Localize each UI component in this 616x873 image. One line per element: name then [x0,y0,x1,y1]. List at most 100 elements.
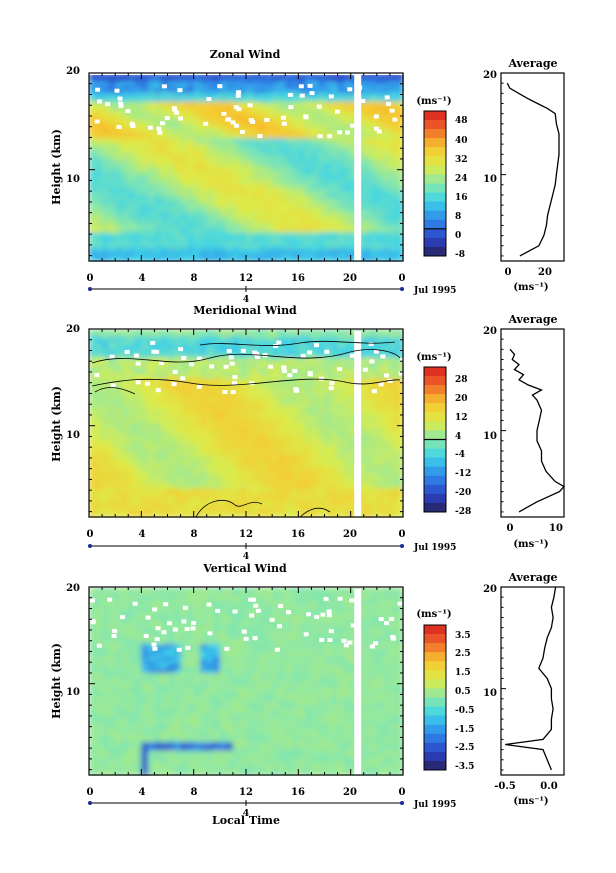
heatmap-cell [265,150,273,156]
heatmap-cell [154,353,162,359]
heatmap-cell [376,455,384,461]
heatmap-cell [89,730,97,735]
heatmap-cell [246,236,254,242]
heatmap-cell [389,329,398,334]
heatmap-cell [298,109,306,115]
heatmap-cell [102,244,110,250]
heatmap-cell [246,353,254,359]
heatmap-cell [200,369,208,375]
heatmap-cell [128,455,136,461]
heatmap-cell [344,451,352,457]
heatmap-cell [272,105,280,111]
heatmap-cell [311,216,319,221]
heatmap-cell [376,175,384,180]
zonal-wind-title: Zonal Wind [210,48,281,61]
heatmap-cell [167,427,175,432]
heatmap-cell [213,191,221,197]
heatmap-cell [141,410,149,416]
heatmap-cell [311,353,319,359]
heatmap-cell [370,512,378,518]
heatmap-cell [128,175,136,180]
heatmap-cell [193,329,201,334]
heatmap-cell [134,390,142,395]
heatmap-cell [174,341,182,346]
heatmap-cell [376,199,384,205]
heatmap-cell [167,349,175,355]
heatmap-cell [311,207,319,213]
colorbar-band [424,192,446,203]
heatmap-cell [174,333,182,338]
heatmap-cell [324,361,332,367]
heatmap-cell [115,167,123,172]
heatmap-cell [291,504,299,510]
heatmap-cell [396,150,404,156]
heatmap-cell [278,508,286,514]
missing-data-cell [264,117,270,122]
heatmap-cell [298,179,306,184]
heatmap-cell [147,484,156,489]
heatmap-cell [160,109,169,115]
heatmap-cell [252,476,260,481]
heatmap-cell [337,500,345,506]
heatmap-cell [128,158,136,164]
heatmap-cell [187,443,195,449]
heatmap-cell [213,508,221,514]
heatmap-cell [370,109,378,115]
heatmap-cell [147,256,156,262]
heatmap-cell [239,175,247,180]
heatmap-cell [232,187,241,193]
heatmap-cell [370,500,378,506]
heatmap-cell [311,130,319,135]
heatmap-cell [160,158,169,164]
heatmap-cell [200,508,208,514]
heatmap-cell [160,443,169,449]
heatmap-cell [160,353,169,359]
heatmap-cell [344,183,352,189]
heatmap-cell [396,220,404,225]
heatmap-cell [317,211,326,217]
heatmap-cell [344,150,352,156]
heatmap-cell [128,130,136,135]
heatmap-cell [304,333,313,338]
heatmap-cell [174,85,182,90]
heatmap-cell [272,418,280,424]
heatmap-cell [213,329,221,334]
heatmap-cell [206,439,214,445]
heatmap-cell [363,439,371,445]
heatmap-cell [232,167,241,172]
heatmap-cell [89,463,97,469]
heatmap-cell [102,361,110,367]
heatmap-cell [134,236,142,242]
heatmap-cell [154,93,162,99]
heatmap-cell [304,171,313,176]
heatmap-cell [317,130,326,135]
heatmap-cell [160,167,169,172]
heatmap-cell [115,410,123,416]
heatmap-cell [167,484,175,489]
heatmap-cell [128,81,136,86]
heatmap-cell [265,256,273,262]
heatmap-cell [389,496,398,502]
heatmap-cell [239,113,247,119]
heatmap-cell [141,484,149,489]
heatmap-cell [298,228,306,233]
heatmap-cell [259,158,267,164]
heatmap-cell [121,256,129,262]
heatmap-cell [252,406,260,412]
heatmap-cell [115,496,123,502]
colorbar-band [424,120,446,130]
heatmap-cell [304,414,313,420]
heatmap-cell [344,431,352,436]
heatmap-cell [317,191,326,197]
heatmap-cell [128,431,136,436]
heatmap-cell [180,130,188,135]
heatmap-cell [89,488,97,494]
heatmap-cell [180,191,188,197]
heatmap-cell [134,256,142,262]
heatmap-cell [108,512,116,518]
zonal-cbar-tick: 16 [455,193,468,203]
heatmap-cell [226,122,234,127]
heatmap-cell [278,345,286,351]
heatmap-cell [337,386,345,391]
heatmap-cell [180,427,188,432]
